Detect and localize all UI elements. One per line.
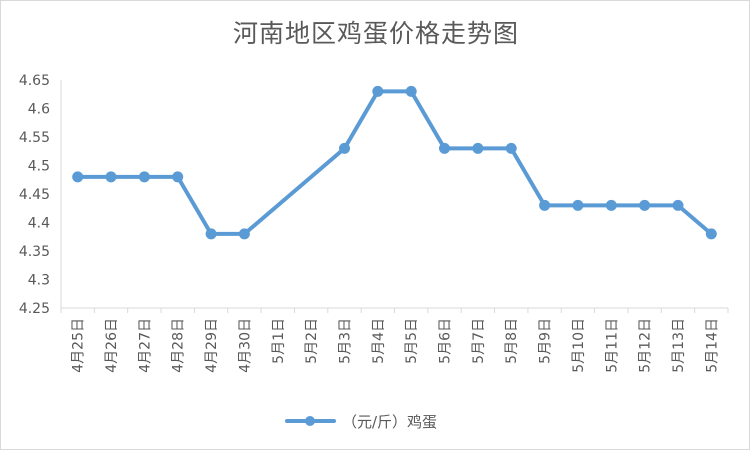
y-tick-label: 4.55	[19, 130, 50, 146]
legend-marker	[305, 416, 315, 426]
data-point	[539, 199, 551, 211]
x-tick-label: 5月1日	[271, 318, 287, 364]
data-point	[72, 171, 84, 183]
x-tick-label: 4月29日	[204, 318, 220, 373]
x-tick-label: 5月8日	[504, 318, 520, 364]
data-point	[672, 199, 684, 211]
x-tick-label: 4月27日	[137, 318, 153, 373]
data-point	[639, 199, 651, 211]
y-tick-label: 4.35	[19, 244, 50, 260]
data-point	[372, 85, 384, 97]
data-point	[105, 171, 117, 183]
x-tick-label: 5月9日	[538, 318, 554, 364]
y-tick-label: 4.3	[28, 273, 50, 289]
y-tick-label: 4.25	[19, 301, 50, 317]
data-point	[238, 228, 250, 240]
x-tick-label: 5月11日	[604, 318, 620, 373]
x-tick-label: 4月28日	[171, 318, 187, 373]
axes	[60, 80, 729, 313]
y-tick-label: 4.6	[28, 102, 50, 118]
data-point	[439, 142, 450, 154]
x-tick-label: 5月14日	[704, 318, 720, 373]
x-tick-label: 5月5日	[404, 318, 420, 364]
data-point	[472, 142, 484, 154]
legend-label: （元/斤）鸡蛋	[342, 413, 437, 431]
data-point	[405, 85, 417, 97]
y-tick-label: 4.45	[19, 187, 50, 203]
y-tick-label: 4.4	[28, 216, 50, 232]
x-tick-label: 4月25日	[71, 318, 87, 373]
x-tick-label: 5月10日	[571, 318, 587, 373]
x-tick-label: 5月13日	[671, 318, 687, 373]
x-tick-label: 5月6日	[438, 318, 454, 364]
y-axis-labels: 4.25 4.3 4.35 4.4 4.45 4.5 4.55 4.6 4.65	[19, 73, 50, 317]
y-tick-label: 4.5	[28, 159, 50, 175]
data-point	[138, 171, 150, 183]
chart-title: 河南地区鸡蛋价格走势图	[232, 19, 519, 48]
y-tick-label: 4.65	[19, 73, 50, 89]
x-axis-labels: 4月25日 4月26日 4月27日 4月28日 4月29日 4月30日 5月1日 5月2日 5月…	[71, 318, 721, 373]
series-layer	[72, 85, 717, 240]
series-line	[75, 89, 714, 236]
x-tick-label: 4月26日	[104, 318, 120, 373]
data-point	[505, 142, 517, 154]
data-point	[605, 199, 617, 211]
x-tick-label: 5月4日	[371, 318, 387, 364]
data-point	[339, 142, 350, 154]
x-tick-label: 5月3日	[337, 318, 353, 364]
data-point	[705, 228, 717, 240]
x-tick-label: 4月30日	[237, 318, 253, 373]
data-point	[572, 199, 584, 211]
x-tick-label: 5月12日	[638, 318, 654, 373]
data-point	[172, 171, 184, 183]
x-tick-label: 5月7日	[471, 318, 487, 364]
data-point	[205, 228, 217, 240]
x-tick-label: 5月2日	[304, 318, 320, 364]
legend: （元/斤）鸡蛋	[285, 413, 437, 431]
